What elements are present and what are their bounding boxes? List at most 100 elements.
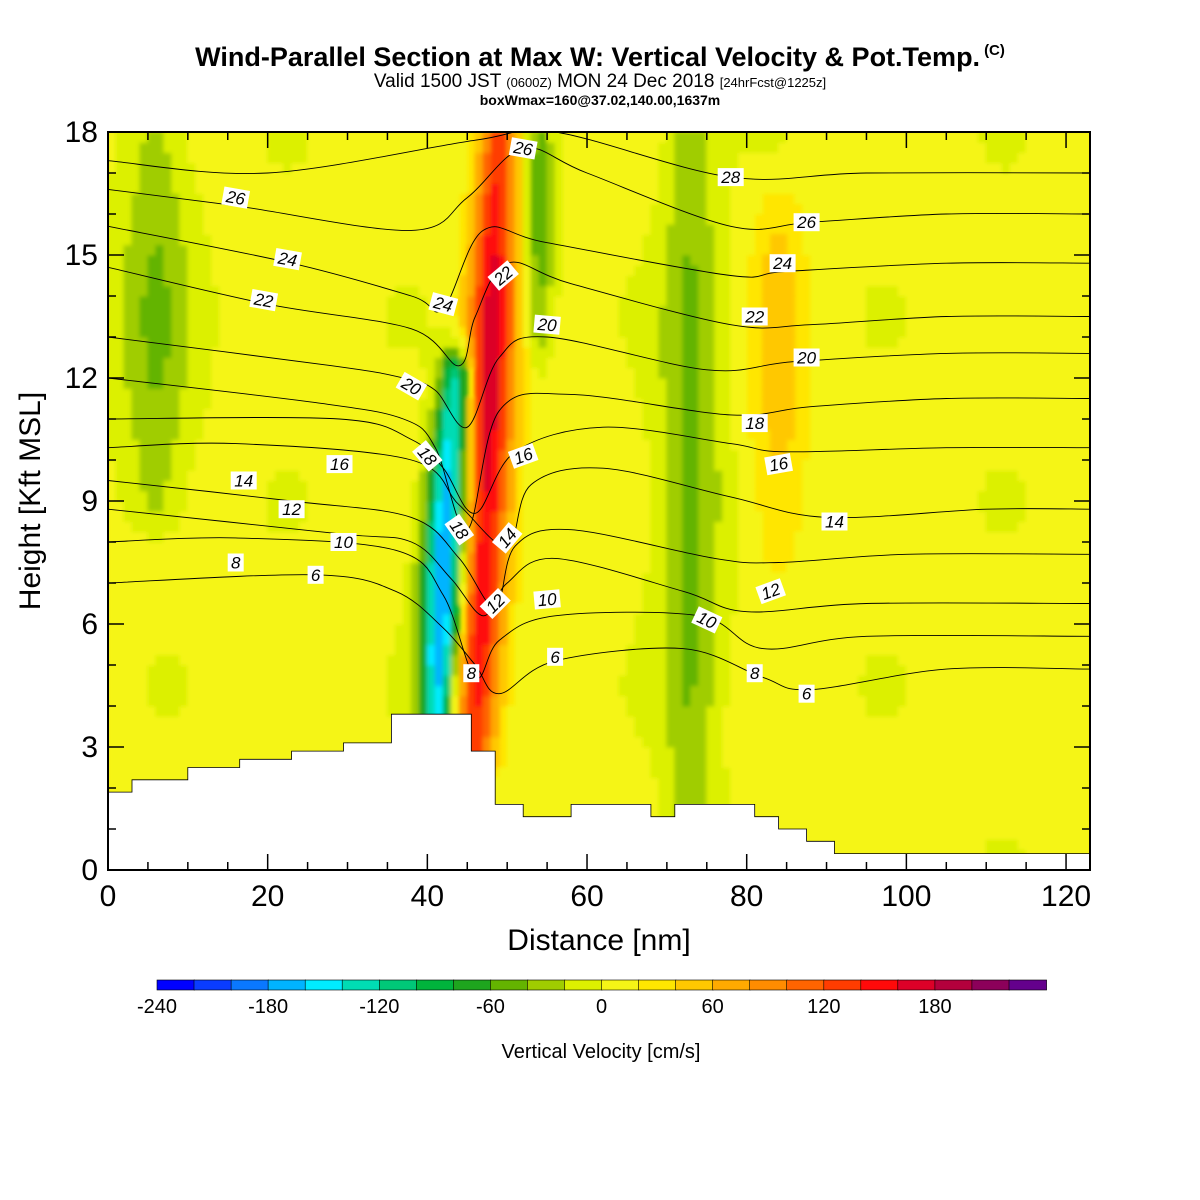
velocity-cell bbox=[378, 316, 388, 328]
velocity-cell bbox=[586, 521, 596, 533]
velocity-cell bbox=[171, 182, 181, 194]
velocity-cell bbox=[610, 449, 620, 461]
velocity-cell bbox=[275, 459, 285, 471]
velocity-cell bbox=[450, 592, 460, 604]
velocity-cell bbox=[307, 193, 317, 205]
velocity-cell bbox=[426, 223, 436, 235]
velocity-cell bbox=[315, 418, 325, 430]
velocity-cell bbox=[354, 664, 364, 676]
velocity-cell bbox=[570, 336, 580, 348]
velocity-cell bbox=[370, 223, 380, 235]
velocity-cell bbox=[315, 623, 325, 635]
velocity-cell bbox=[331, 572, 341, 584]
velocity-cell bbox=[243, 664, 253, 676]
velocity-cell bbox=[618, 182, 628, 194]
velocity-cell bbox=[594, 756, 604, 768]
velocity-cell bbox=[602, 480, 612, 492]
velocity-cell bbox=[474, 132, 484, 143]
velocity-cell bbox=[323, 490, 333, 502]
velocity-cell bbox=[299, 592, 309, 604]
velocity-cell bbox=[402, 449, 412, 461]
velocity-cell bbox=[323, 562, 333, 574]
velocity-cell bbox=[275, 582, 285, 594]
velocity-cell bbox=[642, 664, 652, 676]
velocity-cell bbox=[187, 377, 197, 389]
velocity-cell bbox=[283, 223, 293, 235]
velocity-cell bbox=[538, 193, 548, 205]
velocity-cell bbox=[211, 223, 221, 235]
velocity-cell bbox=[163, 531, 173, 543]
velocity-cell bbox=[179, 264, 189, 276]
velocity-cell bbox=[594, 213, 604, 225]
velocity-cell bbox=[299, 132, 309, 143]
velocity-cell bbox=[323, 234, 333, 246]
velocity-cell bbox=[642, 767, 652, 779]
velocity-cell bbox=[578, 295, 588, 307]
velocity-cell bbox=[275, 562, 285, 574]
velocity-cell bbox=[243, 162, 253, 174]
velocity-cell bbox=[115, 162, 125, 174]
velocity-cell bbox=[323, 726, 333, 738]
velocity-cell bbox=[578, 521, 588, 533]
velocity-cell bbox=[546, 346, 556, 358]
velocity-cell bbox=[402, 203, 412, 215]
velocity-cell bbox=[259, 367, 269, 379]
velocity-cell bbox=[442, 408, 452, 420]
velocity-cell bbox=[490, 141, 500, 153]
velocity-cell bbox=[299, 439, 309, 451]
velocity-cell bbox=[251, 152, 261, 164]
velocity-cell bbox=[299, 305, 309, 317]
velocity-cell bbox=[522, 551, 532, 563]
velocity-cell bbox=[275, 531, 285, 543]
velocity-cell bbox=[490, 377, 500, 389]
velocity-cell bbox=[163, 644, 173, 656]
velocity-cell bbox=[283, 398, 293, 410]
velocity-cell bbox=[514, 132, 524, 143]
velocity-cell bbox=[195, 531, 205, 543]
velocity-cell bbox=[610, 480, 620, 492]
velocity-cell bbox=[570, 490, 580, 502]
velocity-cell bbox=[562, 510, 572, 522]
velocity-cell bbox=[570, 439, 580, 451]
velocity-cell bbox=[227, 275, 237, 287]
velocity-cell bbox=[418, 398, 428, 410]
velocity-cell bbox=[283, 213, 293, 225]
velocity-cell bbox=[163, 182, 173, 194]
velocity-cell bbox=[307, 182, 317, 194]
velocity-cell bbox=[642, 777, 652, 789]
velocity-cell bbox=[323, 521, 333, 533]
velocity-cell bbox=[354, 203, 364, 215]
velocity-cell bbox=[283, 357, 293, 369]
velocity-cell bbox=[307, 428, 317, 440]
velocity-cell bbox=[594, 387, 604, 399]
velocity-cell bbox=[235, 623, 245, 635]
velocity-cell bbox=[108, 275, 117, 287]
velocity-cell bbox=[626, 213, 636, 225]
velocity-cell bbox=[546, 254, 556, 266]
velocity-cell bbox=[155, 172, 165, 184]
velocity-cell bbox=[482, 736, 492, 748]
velocity-cell bbox=[506, 715, 516, 727]
velocity-cell bbox=[227, 459, 237, 471]
velocity-cell bbox=[315, 551, 325, 563]
velocity-cell bbox=[442, 695, 452, 707]
velocity-cell bbox=[554, 408, 564, 420]
velocity-cell bbox=[108, 336, 117, 348]
velocity-cell bbox=[275, 705, 285, 717]
velocity-cell bbox=[203, 644, 213, 656]
velocity-cell bbox=[362, 182, 372, 194]
velocity-cell bbox=[522, 613, 532, 625]
velocity-cell bbox=[642, 674, 652, 686]
velocity-cell bbox=[586, 685, 596, 697]
velocity-cell bbox=[562, 357, 572, 369]
velocity-cell bbox=[562, 326, 572, 338]
velocity-cell bbox=[490, 562, 500, 574]
velocity-cell bbox=[347, 480, 356, 492]
velocity-cell bbox=[155, 428, 165, 440]
velocity-cell bbox=[299, 182, 309, 194]
velocity-cell bbox=[354, 285, 364, 297]
velocity-cell bbox=[562, 674, 572, 686]
velocity-cell bbox=[267, 500, 277, 512]
velocity-cell bbox=[434, 254, 444, 266]
velocity-cell bbox=[578, 777, 588, 789]
